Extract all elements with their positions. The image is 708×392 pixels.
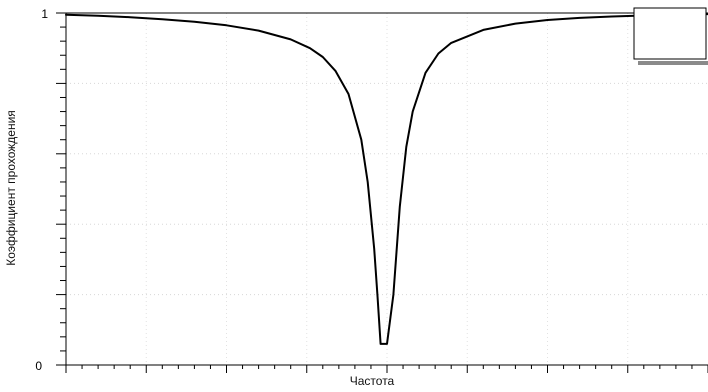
data-point (309, 47, 311, 49)
data-point (360, 139, 362, 141)
data-point (322, 56, 324, 58)
legend-box (633, 7, 707, 60)
data-point (373, 248, 375, 250)
data-point (290, 38, 292, 41)
data-point (579, 17, 581, 19)
data-point (437, 52, 439, 55)
data-point (514, 23, 517, 25)
data-point (450, 42, 452, 44)
data-point (225, 24, 228, 26)
data-point (161, 18, 163, 20)
data-point (367, 181, 369, 183)
data-point (482, 29, 484, 31)
y-axis-title: Коэффициент прохождения (4, 110, 18, 266)
data-point (335, 70, 337, 72)
data-point (424, 72, 427, 74)
data-point (97, 15, 99, 17)
y-tick-label-top: 1 (41, 7, 48, 21)
x-axis-ticks (65, 365, 708, 373)
data-point (193, 21, 195, 23)
data-point (546, 19, 549, 21)
data-point (258, 30, 260, 32)
data-point (386, 343, 388, 345)
data-point (611, 15, 613, 18)
grid (66, 13, 708, 365)
data-point (65, 14, 67, 16)
legend (633, 7, 708, 65)
data-point (376, 294, 378, 296)
x-axis-title: Частота (350, 374, 395, 388)
data-point (380, 343, 382, 345)
data-point (412, 111, 414, 113)
y-tick-label-bottom: 0 (35, 359, 42, 373)
data-point (347, 93, 350, 95)
y-axis-ticks (56, 12, 66, 366)
legend-shadow (638, 61, 708, 65)
data-point (399, 206, 401, 208)
data-point (129, 16, 131, 18)
data-point (392, 294, 394, 296)
data-point (405, 146, 407, 148)
